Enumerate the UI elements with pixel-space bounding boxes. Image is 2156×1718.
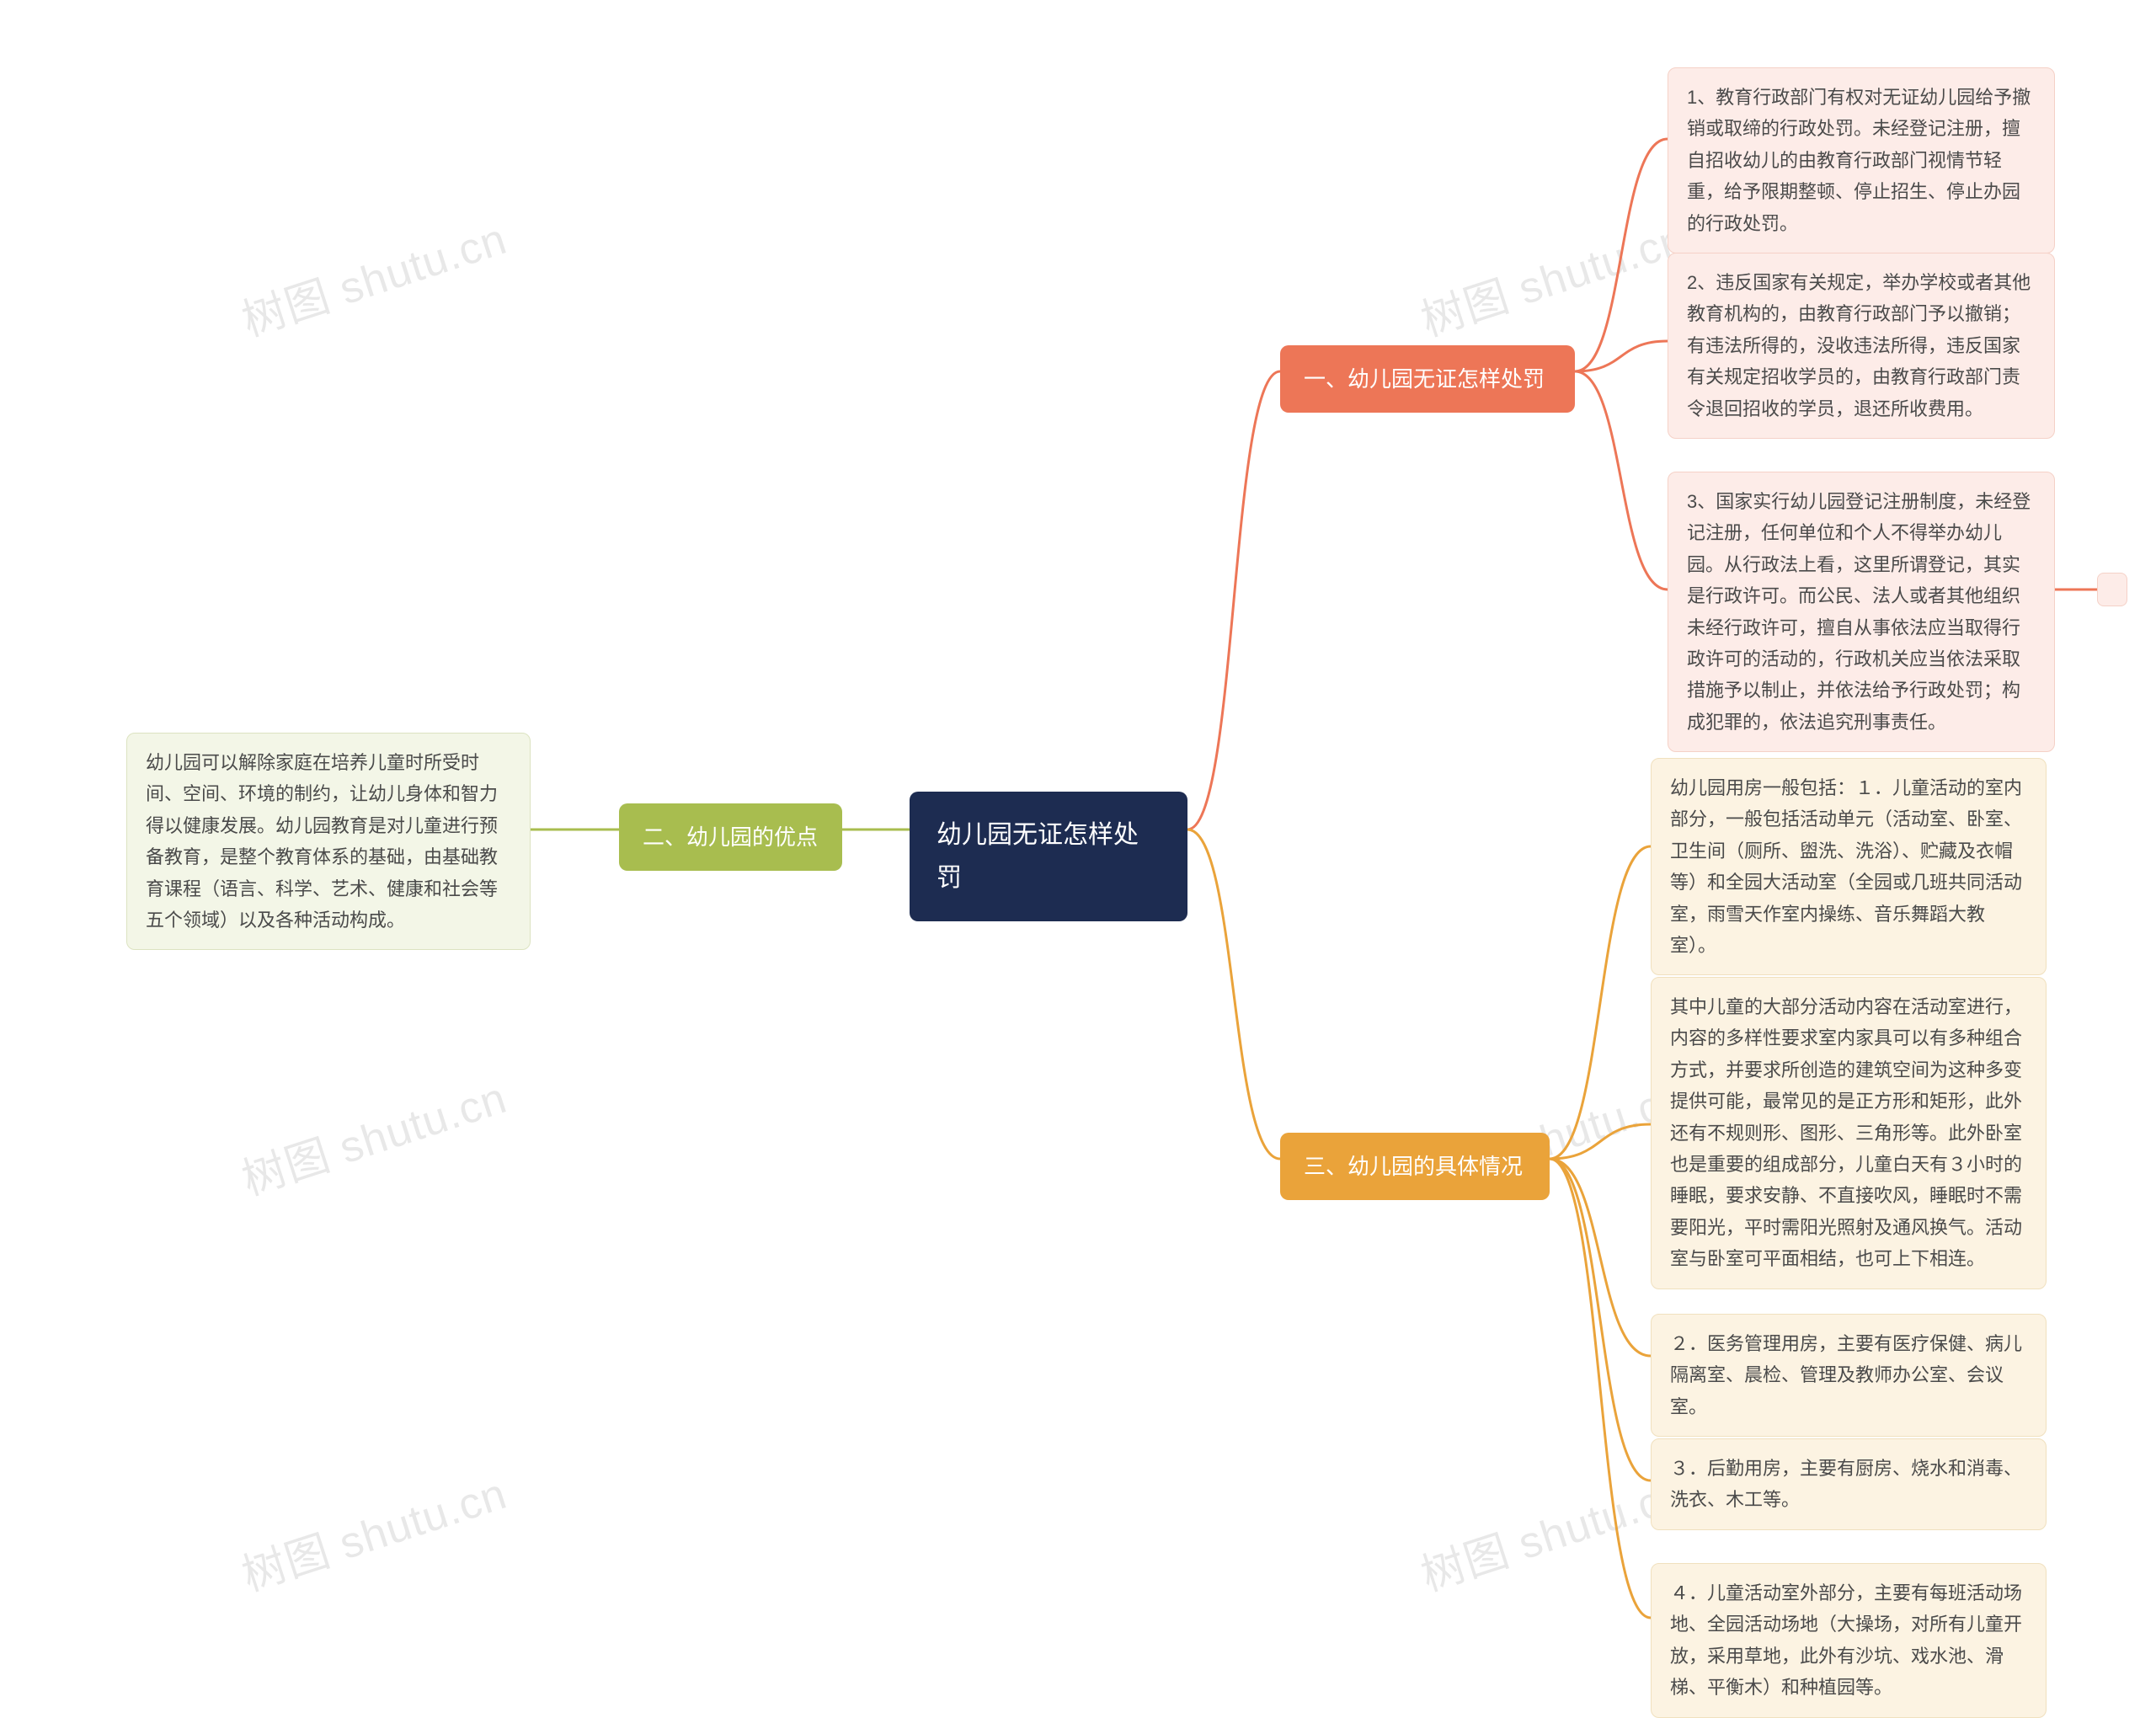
branch-node-penalty[interactable]: 一、幼儿园无证怎样处罚 [1280, 345, 1575, 413]
leaf-node[interactable]: 幼儿园可以解除家庭在培养儿童时所受时间、空间、环境的制约，让幼儿身体和智力得以健… [126, 733, 531, 950]
leaf-node[interactable]: ４．儿童活动室外部分，主要有每班活动场地、全园活动场地（大操场，对所有儿童开放，… [1651, 1563, 2047, 1718]
root-node[interactable]: 幼儿园无证怎样处罚 [910, 792, 1187, 921]
watermark: 树图 shutu.cn [232, 203, 513, 348]
branch-node-advantages[interactable]: 二、幼儿园的优点 [619, 803, 842, 871]
watermark: 树图 shutu.cn [1412, 203, 1692, 348]
leaf-node[interactable]: 2、违反国家有关规定，举办学校或者其他教育机构的，由教育行政部门予以撤销；有违法… [1668, 253, 2055, 439]
leaf-node[interactable]: ３．后勤用房，主要有厨房、烧水和消毒、洗衣、木工等。 [1651, 1438, 2047, 1530]
branch-node-details[interactable]: 三、幼儿园的具体情况 [1280, 1133, 1550, 1200]
watermark: 树图 shutu.cn [232, 1458, 513, 1603]
leaf-node[interactable]: 幼儿园用房一般包括：１．儿童活动的室内部分，一般包括活动单元（活动室、卧室、卫生… [1651, 758, 2047, 975]
watermark: 树图 shutu.cn [232, 1062, 513, 1207]
leaf-node[interactable]: 3、国家实行幼儿园登记注册制度，未经登记注册，任何单位和个人不得举办幼儿园。从行… [1668, 472, 2055, 752]
leaf-node[interactable]: ２．医务管理用房，主要有医疗保健、病儿隔离室、晨检、管理及教师办公室、会议室。 [1651, 1314, 2047, 1437]
leaf-node[interactable]: 其中儿童的大部分活动内容在活动室进行，内容的多样性要求室内家具可以有多种组合方式… [1651, 977, 2047, 1289]
collapsed-stub[interactable] [2097, 573, 2127, 606]
leaf-node[interactable]: 1、教育行政部门有权对无证幼儿园给予撤销或取缔的行政处罚。未经登记注册，擅自招收… [1668, 67, 2055, 253]
